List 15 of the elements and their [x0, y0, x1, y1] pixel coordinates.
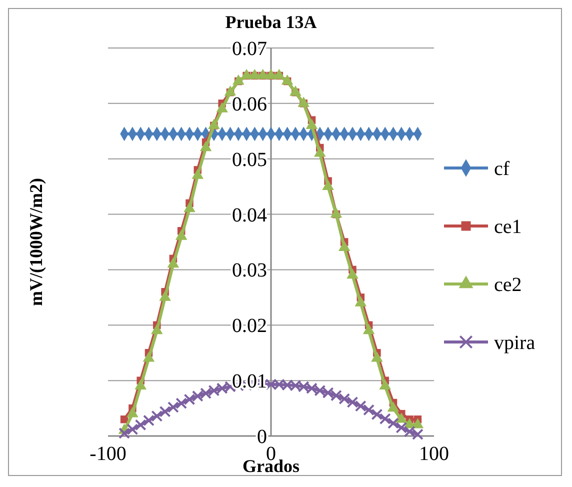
- legend-label: cf: [494, 158, 510, 180]
- legend-label: vpira: [494, 332, 536, 354]
- chart-title: Prueba 13A: [225, 12, 317, 32]
- x-tick-label: -100: [90, 443, 126, 465]
- y-tick-label: 0: [257, 426, 267, 448]
- y-tick-label: 0.03: [232, 260, 267, 282]
- y-axis-title: mV/(1000W/m2): [26, 178, 46, 306]
- y-tick-label: 0.02: [232, 315, 267, 338]
- legend-label: ce2: [494, 274, 522, 296]
- y-tick-label: 0.07: [232, 38, 267, 60]
- x-tick-label: 100: [419, 443, 449, 465]
- y-tick-label: 0.06: [232, 93, 267, 116]
- legend-label: ce1: [494, 216, 522, 238]
- y-tick-label: 0.05: [232, 148, 267, 171]
- y-tick-label: 0.04: [232, 204, 267, 226]
